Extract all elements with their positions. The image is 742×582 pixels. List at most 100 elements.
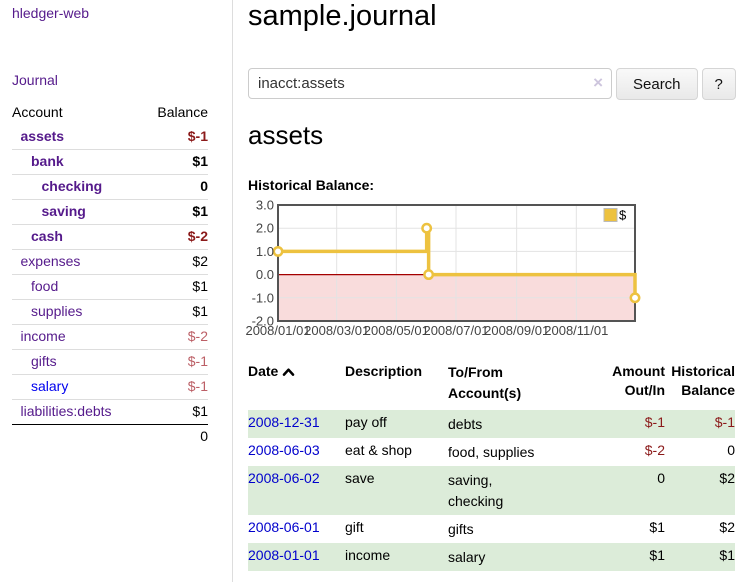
account-balance: $-1: [187, 128, 208, 144]
accounts-table: Account Balance assets $-1 bank $1 checking 0…: [12, 101, 208, 449]
account-row: saving $1: [12, 199, 208, 225]
transaction-amount: 0: [657, 470, 665, 486]
balance-chart: $3.0 2.0 1.0 0.0 -1.0 -2.0 2008/01/01 2008/03/0…: [245, 198, 668, 344]
account-row: liabilities:debts $1: [12, 399, 208, 425]
sidebar-account-link[interactable]: assets: [20, 128, 65, 144]
account-balance: 0: [200, 178, 208, 194]
column-date[interactable]: Date: [248, 358, 345, 410]
sidebar-account-link[interactable]: bank: [31, 153, 64, 169]
svg-text:-2.0: -2.0: [252, 314, 274, 329]
account-balance: $1: [192, 153, 208, 169]
account-balance: $1: [192, 303, 208, 319]
register-row[interactable]: 2008-06-03 eat & shop food, supplies $-2 0: [248, 438, 735, 466]
search-input[interactable]: [248, 68, 612, 99]
transaction-description: eat & shop: [345, 442, 412, 458]
transaction-amount: $-2: [644, 442, 665, 458]
accounts-total-value: 0: [200, 428, 208, 444]
sidebar-account-link[interactable]: food: [31, 278, 59, 294]
account-row: cash $-2: [12, 224, 208, 250]
svg-text:2008/01/01: 2008/01/01: [245, 323, 310, 338]
sidebar-account-link[interactable]: gifts: [31, 353, 57, 369]
accounts-column-balance: Balance: [157, 104, 208, 120]
svg-text:0.0: 0.0: [256, 267, 274, 282]
account-row: assets $-1: [12, 125, 209, 150]
transaction-balance: $2: [719, 470, 735, 486]
transaction-amount: $-1: [644, 414, 665, 430]
sidebar-account-link[interactable]: income: [20, 328, 66, 344]
transaction-accounts: food, supplies: [448, 444, 535, 460]
register-row[interactable]: 2008-06-02 save saving, checking 0 $2: [248, 466, 735, 515]
register-row[interactable]: 2008-01-01 income salary $1 $1: [248, 543, 735, 571]
account-balance: $2: [192, 253, 208, 269]
account-balance: $-2: [187, 228, 208, 244]
transaction-date-link[interactable]: 2008-06-03: [248, 442, 320, 458]
sidebar-item-journal[interactable]: Journal: [12, 72, 58, 88]
account-balance: $-1: [187, 378, 208, 394]
account-row: food $1: [12, 274, 208, 300]
svg-text:2008/03/01: 2008/03/01: [304, 323, 369, 338]
sort-ascending-icon: [283, 368, 295, 376]
register-body: 2008-12-31 pay off debts $-1 $-1 2008-06-03 ea…: [248, 410, 735, 571]
svg-text:3.0: 3.0: [256, 198, 274, 213]
search-button[interactable]: Search: [616, 68, 698, 100]
transaction-amount: $1: [649, 547, 665, 563]
register-row[interactable]: 2008-06-01 gift gifts $1 $2: [248, 515, 735, 543]
svg-text:2008/09/01: 2008/09/01: [484, 323, 549, 338]
sidebar-account-link[interactable]: saving: [41, 203, 86, 219]
accounts-total-row: 0: [12, 424, 208, 450]
account-row: salary $-1: [12, 374, 208, 400]
sidebar-account-link[interactable]: expenses: [20, 253, 81, 269]
transaction-description: pay off: [345, 414, 387, 430]
account-row: bank $1: [12, 149, 208, 175]
sidebar-account-link[interactable]: liabilities:debts: [20, 403, 112, 419]
transaction-date-link[interactable]: 2008-12-31: [248, 414, 320, 430]
sidebar-account-link[interactable]: supplies: [31, 303, 83, 319]
transaction-balance: $-1: [714, 414, 735, 430]
account-row: income $-2: [12, 324, 208, 350]
svg-text:2.0: 2.0: [256, 221, 274, 236]
transaction-amount: $1: [649, 519, 665, 535]
account-balance: $-2: [187, 328, 208, 344]
sidebar: hledger-web Journal Account Balance asse…: [0, 0, 233, 582]
transaction-accounts: debts: [448, 416, 483, 432]
sidebar-account-link[interactable]: cash: [31, 228, 63, 244]
svg-text:$: $: [619, 208, 627, 223]
column-accounts: To/From Account(s): [448, 364, 522, 401]
search-form: × Search ?: [248, 68, 736, 100]
transaction-accounts: gifts: [448, 521, 474, 537]
svg-text:1.0: 1.0: [256, 244, 274, 259]
clear-search-icon[interactable]: ×: [593, 73, 603, 92]
accounts-column-account: Account: [12, 104, 63, 120]
column-description: Description: [345, 363, 423, 379]
brand-link[interactable]: hledger-web: [12, 5, 90, 21]
sidebar-account-link[interactable]: checking: [41, 178, 103, 194]
transaction-date-link[interactable]: 2008-06-01: [248, 519, 320, 535]
account-heading: assets: [248, 120, 324, 150]
sidebar-account-link[interactable]: salary: [31, 378, 69, 394]
transaction-accounts: salary: [448, 549, 486, 565]
chart-title: Historical Balance:: [248, 177, 375, 193]
accounts-header-row: Account Balance: [12, 101, 208, 125]
account-balance: $-1: [187, 353, 208, 369]
svg-text:2008/07/01: 2008/07/01: [423, 323, 488, 338]
svg-text:-1.0: -1.0: [252, 290, 274, 305]
svg-text:2008/11/01: 2008/11/01: [544, 323, 608, 338]
sidebar-accounts-body: assets $-1 bank $1 checking 0 saving $1 cash $-2 e…: [12, 125, 208, 425]
account-balance: $1: [192, 403, 208, 419]
account-balance: $1: [192, 278, 208, 294]
register-header-row: Date Description To/From Account(s) Amou…: [248, 358, 735, 410]
register-row[interactable]: 2008-12-31 pay off debts $-1 $-1: [248, 410, 735, 438]
account-row: gifts $-1: [12, 349, 208, 375]
column-amount: Amount Out/In: [612, 363, 665, 398]
transaction-date-link[interactable]: 2008-01-01: [248, 547, 320, 563]
register-table: Date Description To/From Account(s) Amou…: [248, 358, 735, 571]
svg-text:2008/05/01: 2008/05/01: [364, 323, 429, 338]
column-balance: Historical Balance: [671, 363, 735, 398]
transaction-date-link[interactable]: 2008-06-02: [248, 470, 320, 486]
account-balance: $1: [192, 203, 208, 219]
help-button[interactable]: ?: [701, 68, 736, 100]
transaction-balance: $2: [719, 519, 735, 535]
transaction-description: income: [345, 547, 391, 563]
account-row: checking 0: [12, 174, 208, 200]
